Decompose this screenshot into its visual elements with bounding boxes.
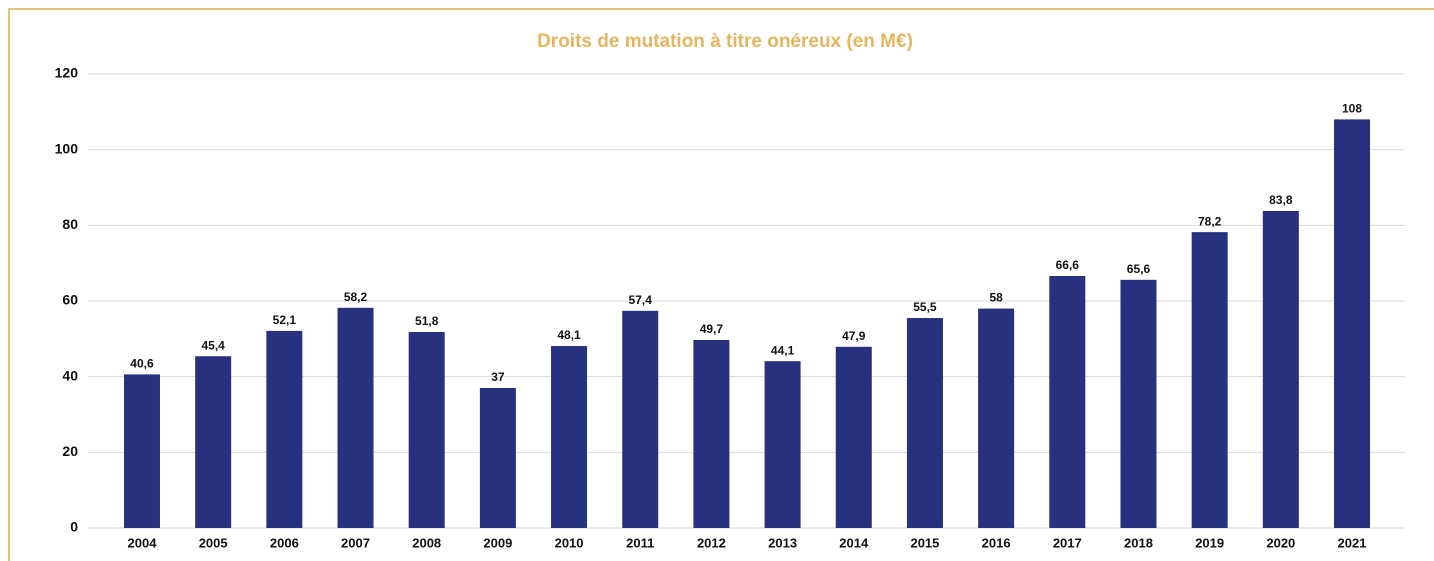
x-tick-label: 2019 xyxy=(1195,535,1224,550)
bar xyxy=(1191,232,1228,529)
value-label: 83,8 xyxy=(1269,193,1293,207)
bar xyxy=(906,318,943,528)
y-tick-label: 80 xyxy=(62,216,78,232)
bar xyxy=(266,330,303,528)
y-tick-label: 40 xyxy=(62,367,78,383)
y-tick-label: 60 xyxy=(62,292,78,308)
x-tick-label: 2008 xyxy=(412,535,441,550)
value-label: 47,9 xyxy=(842,329,866,343)
value-label: 51,8 xyxy=(415,314,439,328)
bar xyxy=(551,346,588,528)
value-label: 66,6 xyxy=(1056,258,1080,272)
value-label: 45,4 xyxy=(201,338,225,352)
value-label: 52,1 xyxy=(273,313,297,327)
bar xyxy=(408,332,445,528)
x-tick-label: 2010 xyxy=(555,535,584,550)
bar xyxy=(195,356,232,528)
bar xyxy=(978,308,1015,528)
x-tick-label: 2009 xyxy=(483,535,512,550)
x-tick-label: 2013 xyxy=(768,535,797,550)
y-tick-label: 120 xyxy=(55,65,79,81)
x-tick-label: 2005 xyxy=(199,535,228,550)
value-label: 78,2 xyxy=(1198,214,1222,228)
value-label: 37 xyxy=(491,370,505,384)
y-tick-label: 100 xyxy=(55,140,79,156)
x-tick-label: 2011 xyxy=(626,535,654,550)
x-tick-label: 2021 xyxy=(1338,535,1367,550)
x-tick-label: 2015 xyxy=(910,535,939,550)
value-label: 44,1 xyxy=(771,343,795,357)
bar xyxy=(1049,276,1086,528)
bar xyxy=(764,361,801,528)
bar xyxy=(479,388,516,528)
y-tick-label: 0 xyxy=(70,519,78,535)
value-label: 49,7 xyxy=(700,322,724,336)
value-label: 48,1 xyxy=(557,328,581,342)
bar xyxy=(123,374,160,528)
x-tick-label: 2020 xyxy=(1266,535,1295,550)
x-tick-label: 2007 xyxy=(341,535,370,550)
x-tick-label: 2012 xyxy=(697,535,726,550)
x-tick-label: 2004 xyxy=(128,535,158,550)
value-label: 57,4 xyxy=(629,293,653,307)
value-label: 58 xyxy=(989,291,1003,305)
bar xyxy=(693,339,730,528)
y-tick-label: 20 xyxy=(62,443,78,459)
bar xyxy=(835,346,872,528)
x-tick-label: 2017 xyxy=(1053,535,1082,550)
value-label: 65,6 xyxy=(1127,262,1151,276)
bar xyxy=(1334,119,1371,529)
chart-title: Droits de mutation à titre onéreux (en M… xyxy=(537,31,913,52)
bar xyxy=(622,310,659,528)
x-tick-label: 2016 xyxy=(982,535,1011,550)
bar xyxy=(1262,210,1299,528)
x-tick-label: 2014 xyxy=(839,535,869,550)
x-tick-label: 2018 xyxy=(1124,535,1153,550)
bar xyxy=(1120,279,1157,528)
frame xyxy=(8,8,1434,561)
bar xyxy=(337,307,374,528)
value-label: 40,6 xyxy=(130,357,154,371)
value-label: 55,5 xyxy=(913,300,937,314)
value-label: 58,2 xyxy=(344,290,368,304)
value-label: 108 xyxy=(1342,102,1362,116)
x-tick-label: 2006 xyxy=(270,535,299,550)
